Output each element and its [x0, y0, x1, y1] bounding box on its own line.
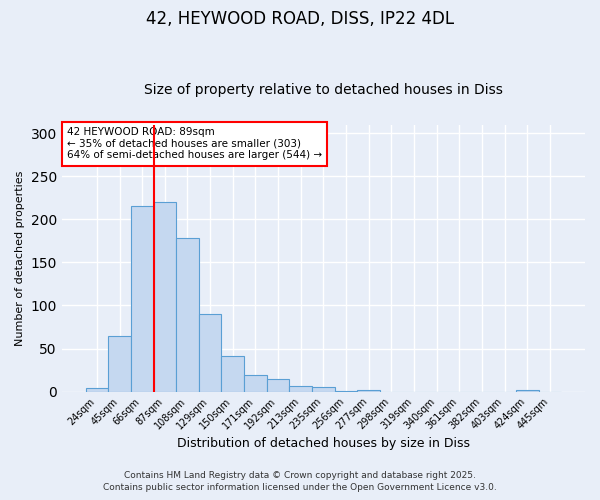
Y-axis label: Number of detached properties: Number of detached properties — [15, 170, 25, 346]
Bar — [267, 378, 289, 392]
Bar — [176, 238, 199, 392]
X-axis label: Distribution of detached houses by size in Diss: Distribution of detached houses by size … — [177, 437, 470, 450]
Bar — [154, 202, 176, 392]
Title: Size of property relative to detached houses in Diss: Size of property relative to detached ho… — [144, 83, 503, 97]
Bar — [131, 206, 154, 392]
Bar — [199, 314, 221, 392]
Text: 42 HEYWOOD ROAD: 89sqm
← 35% of detached houses are smaller (303)
64% of semi-de: 42 HEYWOOD ROAD: 89sqm ← 35% of detached… — [67, 127, 322, 160]
Bar — [221, 356, 244, 392]
Bar — [516, 390, 539, 392]
Bar — [86, 388, 108, 392]
Text: Contains HM Land Registry data © Crown copyright and database right 2025.
Contai: Contains HM Land Registry data © Crown c… — [103, 471, 497, 492]
Bar — [289, 386, 312, 392]
Bar — [335, 390, 358, 392]
Bar — [108, 336, 131, 392]
Bar — [312, 388, 335, 392]
Bar — [244, 375, 267, 392]
Text: 42, HEYWOOD ROAD, DISS, IP22 4DL: 42, HEYWOOD ROAD, DISS, IP22 4DL — [146, 10, 454, 28]
Bar — [358, 390, 380, 392]
